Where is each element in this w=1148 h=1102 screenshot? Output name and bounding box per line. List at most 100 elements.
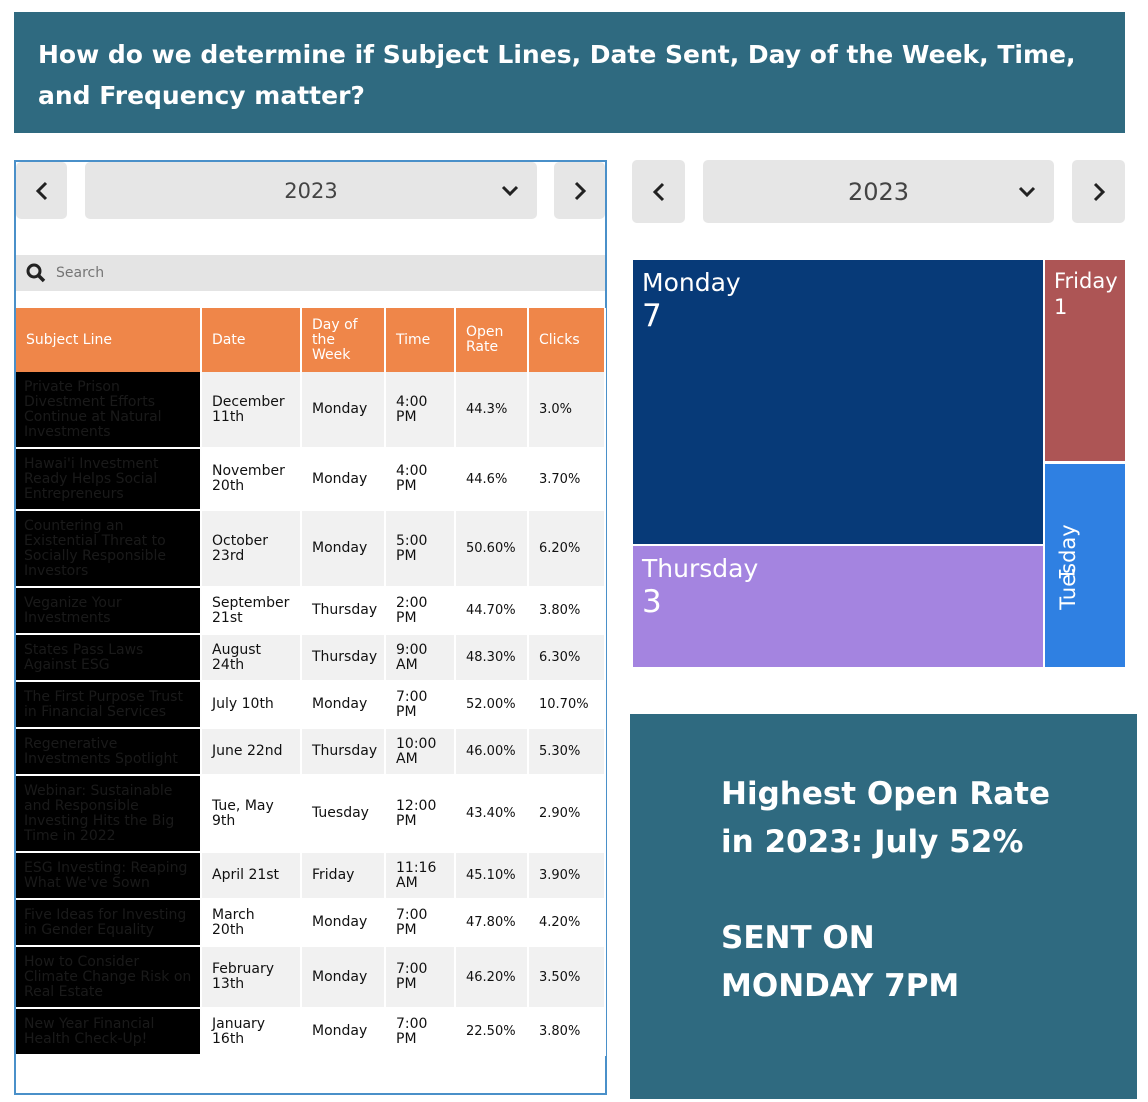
day-of-week-treemap: Monday 7 Thursday 3 Friday 1 Tuesday 1 xyxy=(633,260,1125,667)
cell-date: September 21st xyxy=(201,587,302,635)
treemap-value: 1 xyxy=(1054,567,1078,581)
cell-day: Monday xyxy=(301,899,386,947)
cell-open-rate: 44.6% xyxy=(455,448,529,511)
cell-day: Monday xyxy=(301,1008,386,1056)
highest-open-rate-callout: Highest Open Rate in 2023: July 52% SENT… xyxy=(630,714,1137,1099)
cell-open-rate: 44.3% xyxy=(455,372,529,449)
cell-date: July 10th xyxy=(201,681,302,729)
page-banner: How do we determine if Subject Lines, Da… xyxy=(14,12,1125,133)
cell-day: Monday xyxy=(301,448,386,511)
column-header-day[interactable]: Day of the Week xyxy=(301,308,386,372)
cell-open-rate: 46.00% xyxy=(455,728,529,776)
banner-line-1: How do we determine if Subject Lines, Da… xyxy=(38,40,1076,69)
cell-open-rate: 44.70% xyxy=(455,587,529,635)
table-row: Five Ideas for Investing in Gender Equal… xyxy=(16,899,606,947)
cell-date: March 20th xyxy=(201,899,302,947)
table-row: How to Consider Climate Change Risk on R… xyxy=(16,946,606,1009)
cell-subject: Five Ideas for Investing in Gender Equal… xyxy=(16,899,202,947)
cell-clicks: 6.20% xyxy=(528,510,606,588)
table-row: States Pass Laws Against ESG August 24th… xyxy=(16,634,606,682)
cell-date: February 13th xyxy=(201,946,302,1009)
treemap-tile-monday[interactable]: Monday 7 xyxy=(633,260,1043,544)
chevron-down-icon xyxy=(1018,186,1036,197)
cell-date: June 22nd xyxy=(201,728,302,776)
cell-date: November 20th xyxy=(201,448,302,511)
cell-open-rate: 22.50% xyxy=(455,1008,529,1056)
cell-day: Thursday xyxy=(301,587,386,635)
treemap-year-select[interactable]: 2023 xyxy=(703,160,1054,223)
table-row: ESG Investing: Reaping What We've Sown A… xyxy=(16,852,606,900)
column-header-subject[interactable]: Subject Line xyxy=(16,308,202,372)
cell-subject: Private Prison Divestment Efforts Contin… xyxy=(16,372,202,449)
treemap-value: 7 xyxy=(642,298,662,334)
cell-date: Tue, May 9th xyxy=(201,775,302,853)
cell-day: Thursday xyxy=(301,728,386,776)
prev-year-button[interactable] xyxy=(16,162,67,219)
cell-time: 4:00 PM xyxy=(385,448,456,511)
cell-time: 4:00 PM xyxy=(385,372,456,449)
cell-day: Monday xyxy=(301,510,386,588)
cell-open-rate: 47.80% xyxy=(455,899,529,947)
cell-time: 7:00 PM xyxy=(385,1008,456,1056)
treemap-prev-year-button[interactable] xyxy=(632,160,685,223)
cell-date: December 11th xyxy=(201,372,302,449)
cell-day: Monday xyxy=(301,946,386,1009)
cell-clicks: 5.30% xyxy=(528,728,606,776)
chevron-left-icon xyxy=(652,182,664,201)
treemap-label: Monday xyxy=(642,268,741,297)
cell-clicks: 3.70% xyxy=(528,448,606,511)
cell-clicks: 2.90% xyxy=(528,775,606,853)
chevron-down-icon xyxy=(501,185,519,196)
cell-subject: New Year Financial Health Check-Up! xyxy=(16,1008,202,1056)
cell-subject: Veganize Your Investments xyxy=(16,587,202,635)
cell-subject: States Pass Laws Against ESG xyxy=(16,634,202,682)
table-row: New Year Financial Health Check-Up! Janu… xyxy=(16,1008,606,1056)
treemap-tile-tuesday[interactable]: Tuesday 1 xyxy=(1045,464,1125,667)
cell-subject: The First Purpose Trust in Financial Ser… xyxy=(16,681,202,729)
treemap-tile-friday[interactable]: Friday 1 xyxy=(1045,260,1125,461)
cell-clicks: 3.0% xyxy=(528,372,606,449)
newsletter-table: Subject Line Date Day of the Week Time O… xyxy=(16,308,606,1056)
chevron-right-icon xyxy=(1093,182,1105,201)
cell-subject: How to Consider Climate Change Risk on R… xyxy=(16,946,202,1009)
year-select[interactable]: 2023 xyxy=(85,162,537,219)
treemap-next-year-button[interactable] xyxy=(1072,160,1125,223)
cell-subject: Regenerative Investments Spotlight xyxy=(16,728,202,776)
callout-line-2: in 2023: July 52% xyxy=(721,824,1024,860)
cell-subject: Hawai'i Investment Ready Helps Social En… xyxy=(16,448,202,511)
cell-day: Monday xyxy=(301,372,386,449)
cell-time: 11:16 AM xyxy=(385,852,456,900)
cell-time: 2:00 PM xyxy=(385,587,456,635)
search-input[interactable] xyxy=(56,265,556,281)
cell-open-rate: 52.00% xyxy=(455,681,529,729)
column-header-clicks[interactable]: Clicks xyxy=(528,308,606,372)
cell-day: Tuesday xyxy=(301,775,386,853)
treemap-tile-thursday[interactable]: Thursday 3 xyxy=(633,546,1043,667)
callout-line-1: Highest Open Rate xyxy=(721,776,1050,812)
column-header-open-rate[interactable]: Open Rate xyxy=(455,308,529,372)
cell-clicks: 3.50% xyxy=(528,946,606,1009)
cell-open-rate: 45.10% xyxy=(455,852,529,900)
next-year-button[interactable] xyxy=(554,162,605,219)
table-row: Veganize Your Investments September 21st… xyxy=(16,587,606,635)
cell-clicks: 10.70% xyxy=(528,681,606,729)
treemap-label: Friday xyxy=(1054,269,1118,293)
cell-subject: Webinar: Sustainable and Responsible Inv… xyxy=(16,775,202,853)
cell-time: 9:00 AM xyxy=(385,634,456,682)
callout-line-4: MONDAY 7PM xyxy=(721,968,960,1004)
table-row: Private Prison Divestment Efforts Contin… xyxy=(16,372,606,449)
table-header-row: Subject Line Date Day of the Week Time O… xyxy=(16,308,606,372)
table-row: Countering an Existential Threat to Soci… xyxy=(16,510,606,588)
cell-time: 12:00 PM xyxy=(385,775,456,853)
cell-date: April 21st xyxy=(201,852,302,900)
column-header-time[interactable]: Time xyxy=(385,308,456,372)
cell-time: 7:00 PM xyxy=(385,899,456,947)
chevron-left-icon xyxy=(35,181,47,200)
chevron-right-icon xyxy=(574,181,586,200)
column-header-date[interactable]: Date xyxy=(201,308,302,372)
table-row: The First Purpose Trust in Financial Ser… xyxy=(16,681,606,729)
cell-day: Monday xyxy=(301,681,386,729)
cell-date: October 23rd xyxy=(201,510,302,588)
banner-line-2: and Frequency matter? xyxy=(38,81,365,110)
cell-time: 7:00 PM xyxy=(385,681,456,729)
